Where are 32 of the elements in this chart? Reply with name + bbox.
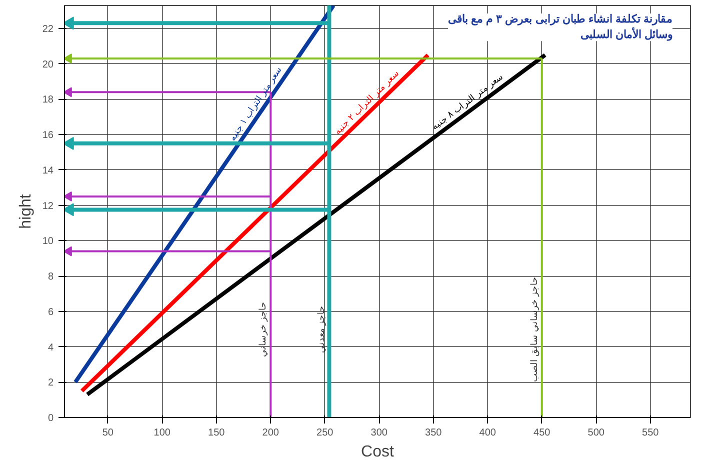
x-tick-label: 150: [208, 428, 226, 438]
y-tick-label: 8: [48, 272, 54, 283]
text: سعر متر التراب ٨ جنيه: [430, 71, 506, 132]
x-axis-title: Cost: [361, 444, 395, 460]
x-tick-label: 450: [534, 428, 551, 438]
y-tick-label: 22: [42, 24, 54, 35]
y-tick-label: 0: [48, 413, 54, 424]
text: حاجز خرساني سابق الصب: [528, 276, 540, 382]
text: سعر متر التراب ١ جنيه: [227, 64, 285, 143]
x-tick-label: 100: [154, 428, 171, 438]
y-tick-label: 14: [42, 165, 54, 176]
x-tick-label: 50: [102, 428, 114, 438]
y-tick-label: 16: [42, 130, 54, 142]
text: مقارنة تكلفة انشاء طبان ترابى بعرض ٣ م مع باقى وسائل الأمان السلبى: [448, 14, 673, 42]
x-tick-label: 250: [316, 428, 334, 438]
y-tick-label: 12: [42, 200, 54, 212]
text: حاجز معدني: [316, 305, 328, 353]
y-tick-label: 4: [48, 342, 54, 354]
y-tick-label: 20: [42, 59, 54, 70]
text: سعر متر التراب ٢ جنيه: [332, 68, 402, 138]
x-tick-label: 400: [479, 428, 496, 438]
y-tick-label: 10: [42, 236, 54, 248]
x-tick-label: 200: [262, 428, 280, 438]
text: حاجز خرساني: [258, 301, 269, 357]
x-tick-label: 500: [588, 428, 605, 438]
x-tick-label: 300: [370, 428, 388, 438]
y-tick-label: 6: [48, 306, 54, 318]
y-tick-label: 18: [42, 94, 54, 106]
x-tick-label: 550: [642, 428, 660, 438]
x-tick-label: 350: [425, 428, 442, 438]
y-axis-title: hight: [17, 194, 34, 229]
y-tick-label: 2: [48, 378, 54, 389]
